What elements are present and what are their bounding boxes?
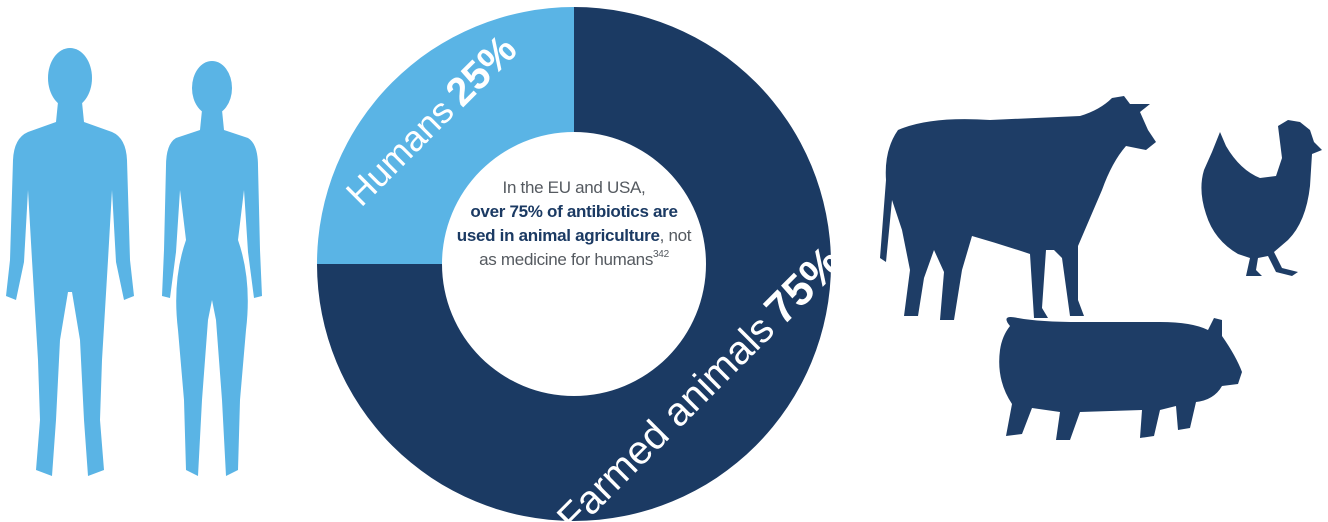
center-note: In the EU and USA, over 75% of antibiotic… xyxy=(454,176,694,272)
donut-segment xyxy=(317,7,574,264)
center-emphasis: over 75% of antibiotics are used in anim… xyxy=(456,202,678,245)
donut-chart: Humans25%Farmed animals75% xyxy=(317,7,852,522)
man-icon xyxy=(6,48,134,476)
footnote-ref: 342 xyxy=(653,249,669,260)
cow-icon xyxy=(880,96,1156,320)
human-silhouettes xyxy=(6,48,262,476)
center-rest: , not as medicine for humans xyxy=(479,226,692,269)
donut-segment xyxy=(317,7,831,521)
animal-silhouettes xyxy=(880,96,1322,440)
center-intro: In the EU and USA, xyxy=(502,178,646,197)
chicken-icon xyxy=(1201,120,1322,276)
pig-icon xyxy=(999,317,1242,440)
woman-icon xyxy=(162,61,262,476)
